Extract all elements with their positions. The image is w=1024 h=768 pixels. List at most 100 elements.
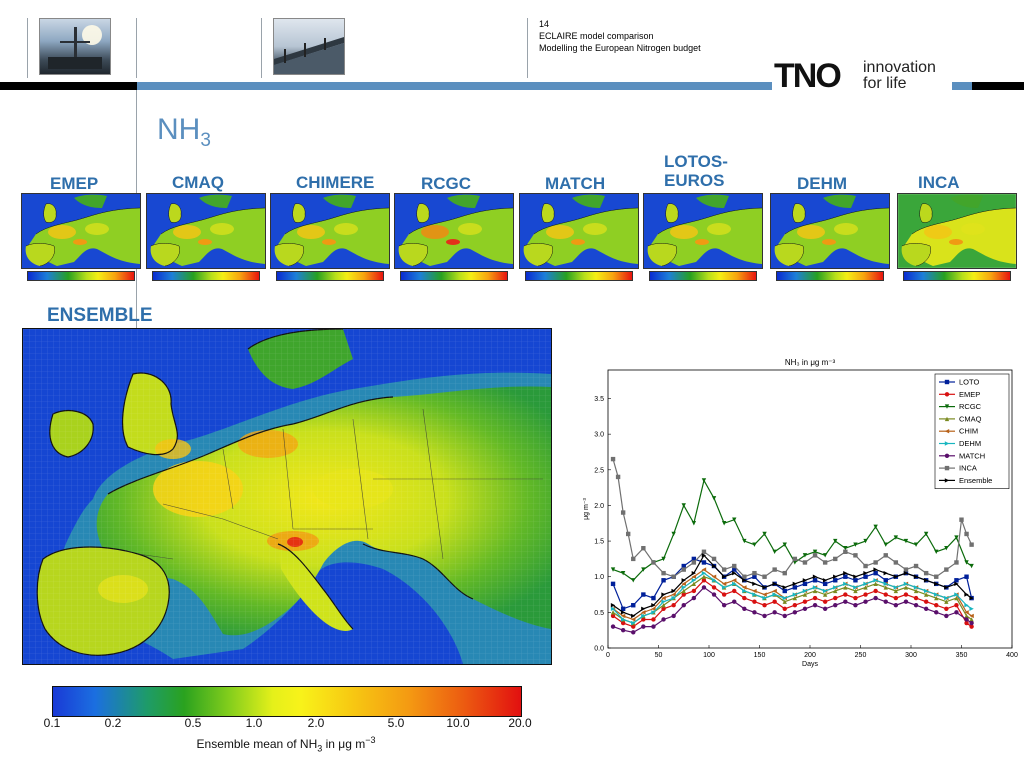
data-point-match [802,606,808,611]
data-point-emep [772,599,777,604]
header-line-1: ECLAIRE model comparison [539,31,654,41]
data-point-chim [964,610,969,615]
data-point-dehm [944,595,949,601]
data-point-loto [802,581,808,587]
data-point-cmaq [954,595,959,601]
data-point-dehm [893,585,899,590]
data-point-ensemble [812,574,818,579]
data-point-loto [782,588,787,594]
data-point-cmaq [833,588,838,594]
data-point-rcgc [863,538,868,544]
data-point-rcgc [772,549,777,554]
data-point-dehm [802,588,808,594]
data-point-ensemble [701,553,707,558]
thumbnail-map-match [519,193,639,269]
data-point-ensemble [631,613,636,619]
data-point-cmaq [903,585,909,590]
data-point-ensemble [732,570,737,576]
data-point-inca [671,574,676,579]
x-tick-label: 150 [754,652,766,659]
thumbnail-colorbar-lotos-euros [649,271,757,281]
data-point-rcgc [752,542,757,547]
data-point-inca [969,542,974,547]
data-point-loto [610,581,616,587]
data-point-inca [873,560,878,565]
data-point-inca [853,553,858,558]
data-point-inca [615,474,621,480]
data-point-ensemble [954,581,959,587]
data-point-rcgc [923,531,929,537]
thumbnail-map-cmaq [146,193,266,269]
data-point-ensemble [782,585,787,590]
data-point-chim [721,581,727,587]
data-point-match [681,603,686,608]
y-tick-label: 3.5 [594,396,604,403]
header-divider [27,18,28,78]
timeseries-chart: NH₃ in μg m⁻³ 0 50 100 150 200 250 300 350 400 0.0… [583,358,1018,668]
data-point-ensemble [681,578,686,583]
data-point-cmaq [969,617,974,622]
tno-logo: TNO [774,57,860,95]
data-point-emep [620,620,626,626]
data-point-cmaq [964,613,969,619]
data-point-cmaq [843,585,848,590]
x-axis-label: Days [802,661,818,668]
colorbar-tick-label: 1.0 [245,716,263,730]
data-point-rcgc [711,496,717,501]
data-point-loto [792,585,798,590]
data-point-chim [681,581,686,587]
data-point-rcgc [853,542,858,547]
data-point-ensemble [661,592,666,597]
data-point-rcgc [742,538,747,544]
data-point-match [661,617,666,622]
data-point-inca [626,531,631,537]
header-band-black-right [972,82,1024,90]
data-point-ensemble [792,581,798,587]
data-point-inca [959,517,964,522]
data-point-emep [661,606,666,611]
data-point-emep [843,592,848,597]
data-point-emep [721,592,727,597]
data-point-loto [822,581,828,587]
data-point-ensemble [802,578,808,583]
data-point-dehm [883,581,888,587]
data-point-ensemble [610,603,616,608]
data-point-dehm [651,610,656,615]
data-point-dehm [732,581,737,587]
legend-entry: CMAQ [959,414,982,423]
data-point-ensemble [883,570,888,576]
header-divider [136,18,137,78]
data-point-inca [691,560,697,565]
x-tick-label: 300 [905,652,917,659]
data-point-ensemble [671,588,676,594]
data-point-emep [853,595,858,601]
y-tick-label: 2.5 [594,467,604,474]
data-point-chim [701,567,707,572]
data-point-rcgc [934,549,939,554]
data-point-ensemble [822,578,828,583]
data-point-inca [954,560,959,565]
data-point-ensemble [620,610,626,615]
data-point-inca [620,510,626,515]
data-point-rcgc [661,556,666,562]
data-point-dehm [661,599,666,604]
data-point-loto [833,578,838,583]
data-point-emep [762,603,767,608]
data-point-ensemble [762,585,767,590]
data-point-dehm [822,588,828,594]
data-point-dehm [853,585,858,590]
data-point-chim [732,578,737,583]
data-point-inca [610,456,616,462]
data-point-rcgc [944,546,949,551]
data-point-emep [913,595,919,601]
colorbar-label-sub: 3 [317,743,323,754]
title-main: NH [157,113,201,146]
data-point-chim [969,613,974,619]
data-point-loto [651,595,656,601]
header-divider [261,18,262,78]
legend-marker [944,404,950,409]
data-point-cmaq [863,585,868,590]
data-point-match [792,610,798,615]
data-point-emep [610,613,616,619]
data-point-cmaq [934,595,939,601]
